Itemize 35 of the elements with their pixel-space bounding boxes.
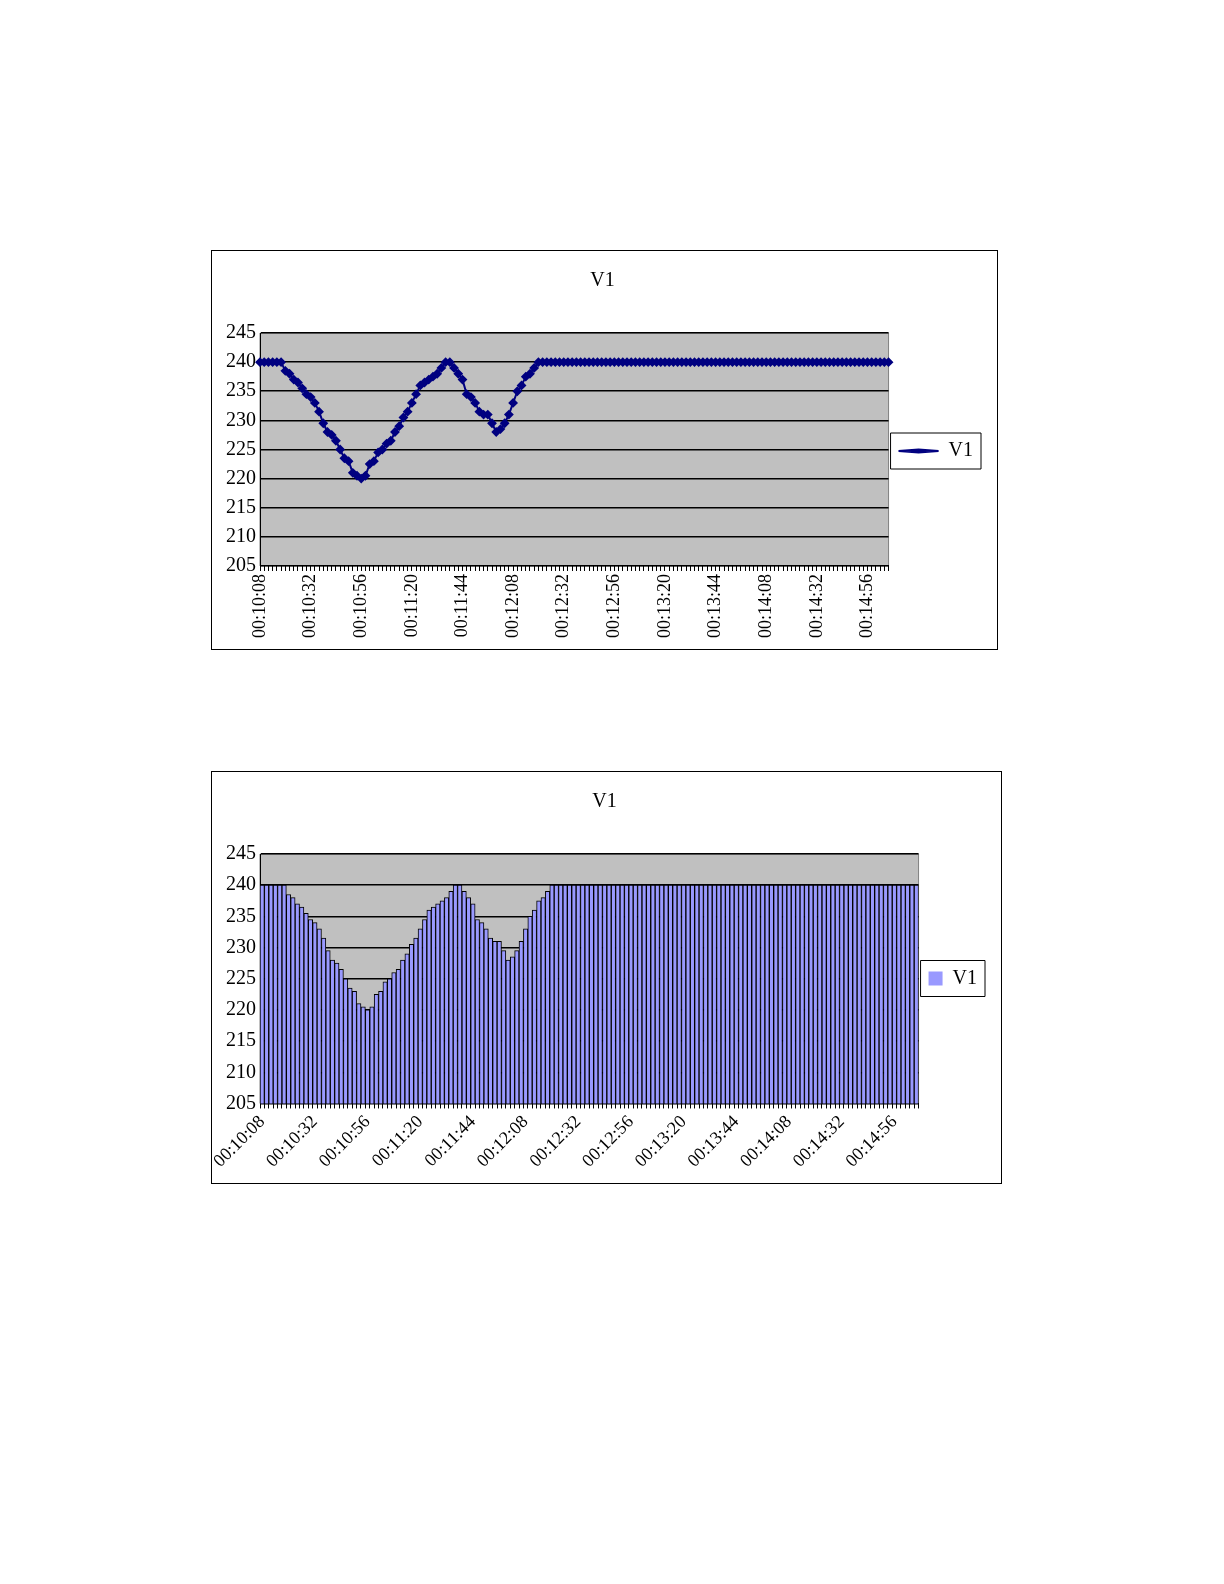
x-tick-label: 00:13:44 [704,574,725,639]
y-tick-label: 240 [226,872,256,895]
x-tick-label: 00:10:32 [299,574,320,639]
y-tick-label: 245 [226,320,256,343]
chart-title: V1 [592,789,617,812]
y-tick-label: 220 [226,465,256,488]
y-tick-label: 230 [226,934,256,957]
y-tick-label: 220 [226,997,256,1020]
y-tick-label: 205 [226,1090,256,1113]
x-tick-label: 00:10:08 [248,574,269,639]
x-tick-label: 00:10:56 [349,574,370,639]
y-tick-label: 245 [226,841,256,864]
x-tick-label: 00:12:32 [552,574,573,639]
y-tick-label: 235 [226,378,256,401]
x-tick-label: 00:14:32 [805,574,826,639]
y-tick-label: 205 [226,553,256,576]
y-tick-label: 215 [226,1028,256,1051]
y-tick-label: 215 [226,495,256,517]
x-tick-label: 00:12:56 [603,574,624,639]
x-tick-label: 00:14:56 [856,574,877,639]
y-tick-label: 225 [226,436,256,459]
x-tick-label: 00:13:20 [653,574,674,639]
legend-label: V1 [948,438,974,461]
x-tick-label: 00:12:08 [501,574,522,639]
y-tick-label: 225 [226,965,256,988]
y-tick-label: 235 [226,903,256,926]
y-tick-label: 240 [226,349,256,372]
x-tick-label: 00:11:20 [400,574,421,638]
legend-label: V1 [952,965,978,988]
y-tick-label: 210 [226,524,256,547]
y-tick-label: 230 [226,407,256,430]
chart-title: V1 [590,268,615,291]
y-tick-label: 210 [226,1059,256,1082]
x-tick-label: 00:11:44 [451,574,472,638]
x-tick-label: 00:14:08 [754,574,775,639]
